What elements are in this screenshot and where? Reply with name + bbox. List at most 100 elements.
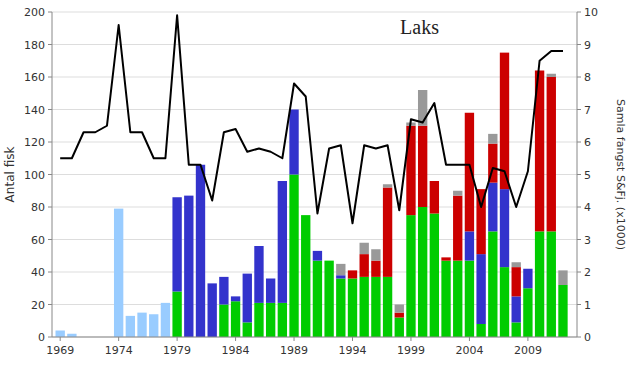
bar bbox=[476, 189, 485, 190]
bar bbox=[149, 314, 158, 315]
chart: 1969197419791984198919941999200420090204… bbox=[0, 0, 629, 365]
bar bbox=[231, 296, 240, 301]
x-tick-label: 1999 bbox=[397, 344, 425, 357]
bar bbox=[336, 279, 345, 338]
grid-line bbox=[52, 77, 577, 78]
y-tick bbox=[48, 142, 52, 143]
grid-line bbox=[52, 337, 577, 338]
bar bbox=[558, 270, 567, 285]
bar bbox=[114, 208, 123, 209]
y-tick bbox=[48, 174, 52, 175]
bar bbox=[137, 312, 146, 313]
bar bbox=[465, 113, 474, 232]
bar bbox=[243, 273, 252, 274]
bar bbox=[126, 316, 135, 337]
bar-series bbox=[56, 209, 171, 337]
y2-tick-label: 0 bbox=[584, 331, 591, 344]
bar bbox=[243, 273, 252, 274]
bar bbox=[67, 333, 76, 334]
y2-tick bbox=[577, 12, 581, 13]
bar bbox=[278, 181, 287, 303]
bar bbox=[149, 314, 158, 315]
bar bbox=[114, 208, 123, 209]
bar bbox=[441, 257, 450, 258]
bar bbox=[184, 196, 193, 337]
bar bbox=[523, 288, 532, 337]
bar bbox=[360, 254, 369, 277]
bar bbox=[56, 330, 65, 331]
bar bbox=[184, 195, 193, 196]
bar-series bbox=[348, 53, 556, 318]
y2-tick-label: 8 bbox=[584, 71, 591, 84]
bar bbox=[161, 302, 170, 303]
bar bbox=[114, 209, 123, 337]
bar bbox=[231, 296, 240, 297]
bar bbox=[336, 264, 345, 275]
y2-tick bbox=[577, 239, 581, 240]
bar-series bbox=[336, 74, 568, 313]
y2-tick bbox=[577, 304, 581, 305]
title: Laks bbox=[400, 16, 439, 38]
bar bbox=[254, 303, 263, 337]
bar bbox=[512, 322, 521, 337]
bar bbox=[231, 301, 240, 337]
y-tick-label: 120 bbox=[24, 136, 45, 149]
y2-tick-label: 1 bbox=[584, 299, 591, 312]
y-tick-label: 20 bbox=[31, 299, 45, 312]
bar bbox=[243, 274, 252, 323]
bar bbox=[149, 314, 158, 315]
y2-tick-label: 2 bbox=[584, 266, 591, 279]
bar bbox=[289, 175, 298, 338]
x-tick bbox=[352, 337, 353, 341]
x-tick bbox=[118, 337, 119, 341]
grid-line bbox=[52, 142, 577, 143]
bar bbox=[547, 77, 556, 231]
bar bbox=[418, 126, 427, 207]
bar bbox=[254, 246, 263, 247]
y2-tick-label: 4 bbox=[584, 201, 591, 214]
y2-tick-label: 7 bbox=[584, 104, 591, 117]
bar bbox=[547, 231, 556, 337]
y2-tick-label: 6 bbox=[584, 136, 591, 149]
bar bbox=[547, 74, 556, 77]
bar bbox=[395, 313, 404, 318]
bar bbox=[208, 283, 217, 337]
bar bbox=[406, 215, 415, 337]
bar bbox=[126, 315, 135, 316]
bar bbox=[289, 110, 298, 175]
bar bbox=[430, 181, 439, 214]
bar bbox=[313, 261, 322, 337]
y-tick bbox=[48, 207, 52, 208]
x-axis-line bbox=[52, 337, 577, 338]
y-tick-label: 180 bbox=[24, 39, 45, 52]
grid bbox=[52, 12, 577, 337]
grid-line bbox=[52, 12, 577, 13]
y-tick-label: 60 bbox=[31, 234, 45, 247]
bar bbox=[278, 181, 287, 182]
x-tick bbox=[177, 337, 178, 341]
y2-tick-label: 9 bbox=[584, 39, 591, 52]
bar bbox=[336, 275, 345, 278]
bar bbox=[219, 276, 228, 277]
bar bbox=[266, 278, 275, 279]
bar bbox=[172, 197, 181, 198]
x-tick bbox=[294, 337, 295, 341]
bar bbox=[266, 278, 275, 279]
grid-line bbox=[52, 207, 577, 208]
bar bbox=[500, 267, 509, 337]
bar bbox=[56, 330, 65, 331]
y-tick bbox=[48, 77, 52, 78]
x-tick-label: 2004 bbox=[455, 344, 483, 357]
bar bbox=[114, 208, 123, 209]
x-tick-label: 2009 bbox=[514, 344, 542, 357]
bar bbox=[465, 261, 474, 337]
bar bbox=[324, 260, 333, 261]
y2-tick bbox=[577, 109, 581, 110]
x-tick-label: 1969 bbox=[46, 344, 74, 357]
bar bbox=[149, 314, 158, 337]
y-tick-label: 40 bbox=[31, 266, 45, 279]
bar bbox=[126, 315, 135, 316]
bar bbox=[535, 231, 544, 337]
bar bbox=[301, 215, 310, 216]
bar bbox=[161, 302, 170, 303]
